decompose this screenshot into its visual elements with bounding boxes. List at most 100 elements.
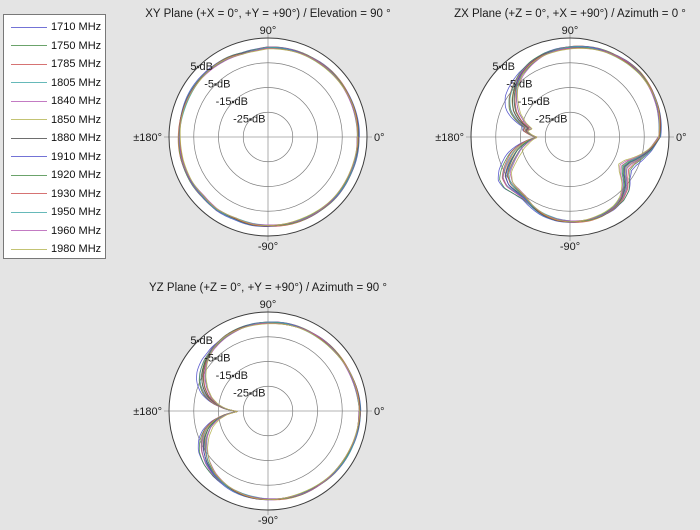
- xy-ring-label-m25db: -25 dB: [233, 114, 265, 126]
- legend-line-swatch: [11, 63, 47, 65]
- grid-ring--25db: [242, 385, 294, 437]
- ring-label-tick: [231, 374, 235, 378]
- legend-item: 1960 MHz: [4, 222, 105, 241]
- zx-ring-label-m15db: -15 dB: [518, 96, 550, 108]
- yz-ring-label-m15db: -15 dB: [216, 370, 248, 382]
- legend-label: 1980 MHz: [51, 243, 102, 256]
- zx-ring-label-m5db: -5 dB: [506, 79, 532, 91]
- radiation-curve-1960MHz: [509, 47, 660, 222]
- xy-ring-label-m15db: -15 dB: [216, 96, 248, 108]
- yz-angle-label-left: ±180°: [133, 406, 162, 418]
- legend-item: 1980 MHz: [4, 240, 105, 259]
- legend-item: 1950 MHz: [4, 203, 105, 222]
- legend-line-swatch: [11, 248, 47, 250]
- grid-ring--5db: [193, 62, 343, 212]
- zx-plot-title: ZX Plane (+Z = 0°, +X = +90°) / Azimuth …: [454, 8, 686, 20]
- polar-plot-yz: YZ Plane (+Z = 0°, +Y = +90°) / Azimuth …: [133, 282, 387, 527]
- legend-line-swatch: [11, 193, 47, 195]
- grid-ring--15db: [218, 361, 318, 461]
- legend-box: 1710 MHz 1750 MHz 1785 MHz 1805 MHz 1840 MHz…: [3, 14, 106, 259]
- legend-label: 1910 MHz: [51, 150, 102, 163]
- legend-line-swatch: [11, 26, 47, 28]
- legend-item: 1785 MHz: [4, 55, 105, 74]
- legend-item: 1805 MHz: [4, 74, 105, 93]
- legend-line-swatch: [11, 100, 47, 102]
- xy-angle-label-top: 90°: [260, 25, 277, 37]
- legend-label: 1960 MHz: [51, 224, 102, 237]
- legend-label: 1840 MHz: [51, 95, 102, 108]
- legend-item: 1920 MHz: [4, 166, 105, 185]
- legend-label: 1805 MHz: [51, 76, 102, 89]
- xy-angle-label-right: 0°: [374, 132, 385, 144]
- xy-angle-label-left: ±180°: [133, 132, 162, 144]
- legend-line-swatch: [11, 137, 47, 139]
- zx-ring-label-5db: 5 dB: [492, 61, 515, 73]
- grid-ring--15db: [218, 87, 318, 187]
- legend-label: 1920 MHz: [51, 169, 102, 182]
- ring-label-tick: [231, 100, 235, 104]
- yz-angle-label-bottom: -90°: [258, 515, 278, 527]
- legend-item: 1750 MHz: [4, 37, 105, 56]
- yz-angle-label-top: 90°: [260, 299, 277, 311]
- ring-label-tick: [196, 339, 200, 343]
- ring-label-tick: [196, 65, 200, 69]
- legend-label: 1950 MHz: [51, 206, 102, 219]
- grid-ring--15db: [520, 87, 620, 187]
- zx-angle-label-right: 0°: [676, 132, 687, 144]
- ring-label-tick: [249, 118, 252, 121]
- zx-grid-and-curves: [466, 33, 674, 241]
- legend-label: 1750 MHz: [51, 39, 102, 52]
- legend-item: 1930 MHz: [4, 185, 105, 204]
- radiation-curve-1980MHz: [205, 323, 361, 500]
- ring-label-tick: [214, 357, 217, 360]
- grid-ring-5db: [168, 37, 368, 237]
- legend-item: 1840 MHz: [4, 92, 105, 111]
- grid-ring-5db: [168, 311, 368, 511]
- radiation-curve-1960MHz: [179, 47, 358, 226]
- grid-ring--25db: [242, 111, 294, 163]
- xy-plot-title: XY Plane (+X = 0°, +Y = +90°) / Elevatio…: [145, 8, 390, 20]
- legend-label: 1880 MHz: [51, 132, 102, 145]
- ring-label-tick: [498, 65, 502, 69]
- grid-ring--5db: [495, 62, 645, 212]
- legend-item: 1710 MHz: [4, 18, 105, 37]
- yz-ring-label-m25db: -25 dB: [233, 388, 265, 400]
- zx-angle-label-bottom: -90°: [560, 241, 580, 253]
- yz-angle-label-right: 0°: [374, 406, 385, 418]
- radiation-curve-1980MHz: [511, 47, 661, 223]
- legend-line-swatch: [11, 211, 47, 213]
- polar-plot-xy: XY Plane (+X = 0°, +Y = +90°) / Elevatio…: [133, 8, 391, 253]
- legend-line-swatch: [11, 45, 47, 47]
- legend-label: 1710 MHz: [51, 21, 102, 34]
- yz-ring-label-5db: 5 dB: [190, 335, 213, 347]
- ring-label-tick: [214, 83, 217, 86]
- zx-ring-label-m25db: -25 dB: [535, 114, 567, 126]
- legend-label: 1930 MHz: [51, 187, 102, 200]
- yz-ring-label-m5db: -5 dB: [204, 353, 230, 365]
- legend-line-swatch: [11, 230, 47, 232]
- ring-label-tick: [249, 392, 252, 395]
- ring-label-tick: [551, 118, 554, 121]
- xy-ring-label-m5db: -5 dB: [204, 79, 230, 91]
- zx-angle-label-left: ±180°: [435, 132, 464, 144]
- polar-plot-zx: ZX Plane (+Z = 0°, +X = +90°) / Azimuth …: [435, 8, 686, 253]
- legend-item: 1850 MHz: [4, 111, 105, 130]
- legend-label: 1850 MHz: [51, 113, 102, 126]
- xy-grid-and-curves: [164, 33, 372, 241]
- legend-item: 1880 MHz: [4, 129, 105, 148]
- legend-label: 1785 MHz: [51, 58, 102, 71]
- yz-plot-title: YZ Plane (+Z = 0°, +Y = +90°) / Azimuth …: [149, 282, 387, 294]
- yz-grid-and-curves: [164, 307, 372, 515]
- ring-label-tick: [533, 100, 537, 104]
- legend-line-swatch: [11, 174, 47, 176]
- legend-line-swatch: [11, 156, 47, 158]
- grid-ring--25db: [544, 111, 596, 163]
- grid-ring--5db: [193, 336, 343, 486]
- xy-angle-label-bottom: -90°: [258, 241, 278, 253]
- legend-line-swatch: [11, 82, 47, 84]
- grid-ring-5db: [470, 37, 670, 237]
- radiation-curve-1980MHz: [179, 48, 359, 226]
- legend-line-swatch: [11, 119, 47, 121]
